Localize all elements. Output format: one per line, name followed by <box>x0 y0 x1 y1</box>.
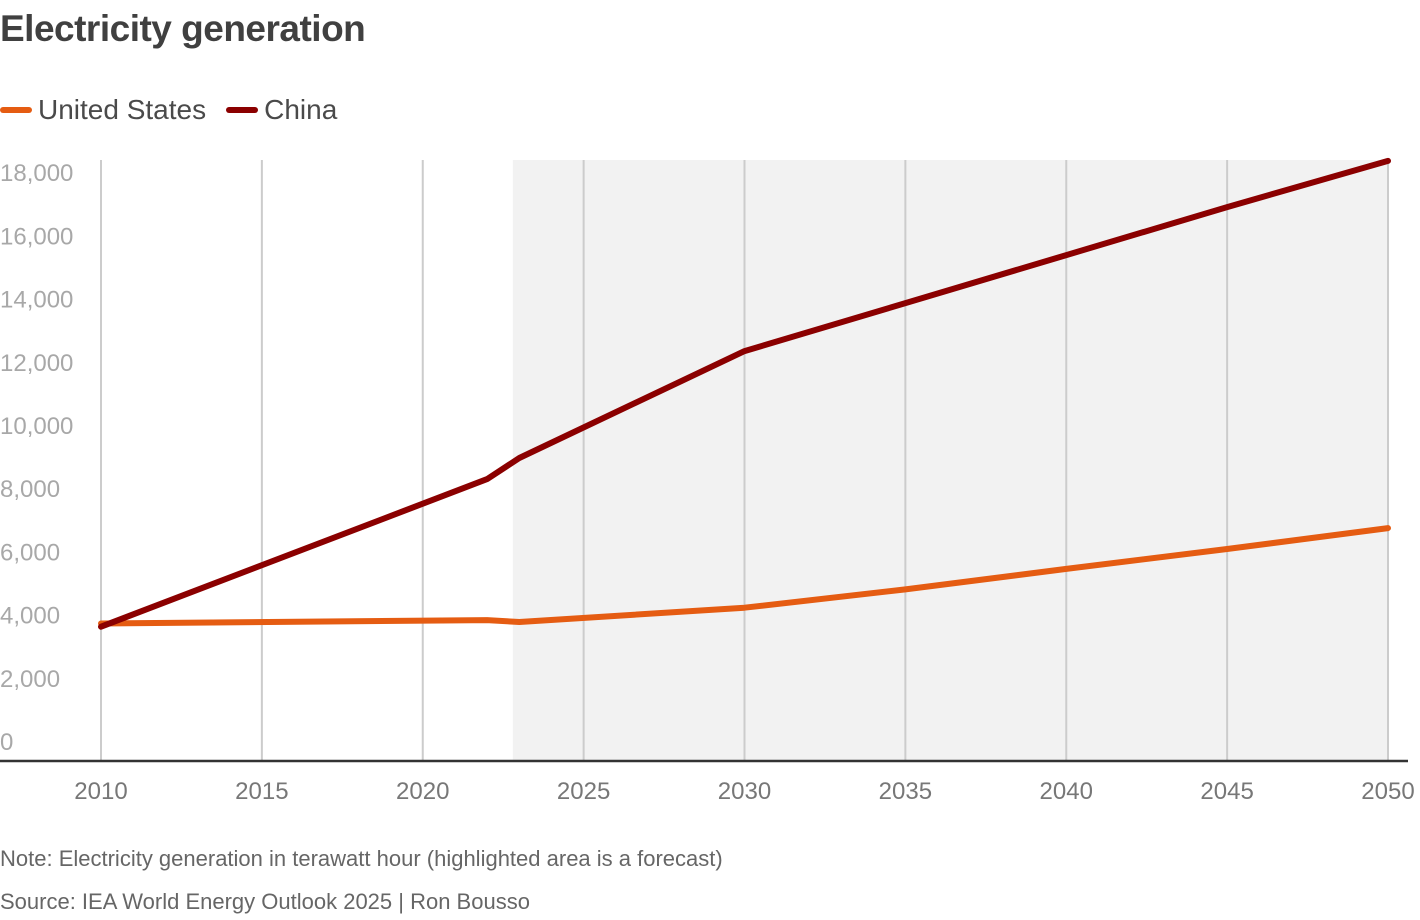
gridlines <box>100 160 1389 761</box>
x-tick-label: 2035 <box>879 778 932 805</box>
series-line-united-states <box>98 525 1391 627</box>
y-tick-label: 16,000 <box>0 223 73 250</box>
x-tick-label: 2020 <box>396 778 449 805</box>
x-tick-label: 2025 <box>557 778 610 805</box>
x-tick-label: 2030 <box>718 778 771 805</box>
y-tick-label: 8,000 <box>0 476 60 503</box>
chart-source: Source: IEA World Energy Outlook 2025 | … <box>0 889 530 914</box>
y-tick-label: 0 <box>0 729 13 756</box>
y-tick-label: 2,000 <box>0 666 60 693</box>
forecast-region-layer <box>512 160 1388 761</box>
line-chart: 0 2,000 4,000 6,000 8,000 10,000 12,000 14,000 1… <box>0 157 1415 805</box>
chart-note: Note: Electricity generation in terawatt… <box>0 846 723 871</box>
y-tick-label: 6,000 <box>0 539 60 566</box>
chart-title: Electricity generation <box>0 8 366 49</box>
legend-swatch-united-states <box>0 107 32 113</box>
y-tick-label: 18,000 <box>0 160 73 187</box>
legend-label-united-states: United States <box>38 94 207 125</box>
series-line-china <box>98 157 1391 630</box>
legend-swatch-china <box>226 107 259 113</box>
legend-item-united-states: United States <box>0 94 206 126</box>
legend-item-china: China <box>226 94 337 126</box>
legend: United States China <box>0 94 357 126</box>
y-tick-label: 12,000 <box>0 350 73 377</box>
x-tick-label: 2010 <box>74 778 127 805</box>
x-tick-label: 2040 <box>1040 778 1093 805</box>
series-lines <box>98 157 1391 630</box>
legend-label-china: China <box>264 94 338 125</box>
y-tick-label: 4,000 <box>0 603 60 630</box>
x-axis-tick-labels: 2010 2015 2020 2025 2030 2035 2040 2045 2050 <box>74 778 1414 805</box>
y-axis-tick-labels: 0 2,000 4,000 6,000 8,000 10,000 12,000 14,000 1… <box>0 160 73 756</box>
x-tick-label: 2045 <box>1200 778 1253 805</box>
forecast-region <box>512 160 1388 761</box>
x-tick-label: 2050 <box>1361 778 1414 805</box>
y-tick-label: 10,000 <box>0 413 73 440</box>
y-tick-label: 14,000 <box>0 287 73 314</box>
x-tick-label: 2015 <box>235 778 288 805</box>
